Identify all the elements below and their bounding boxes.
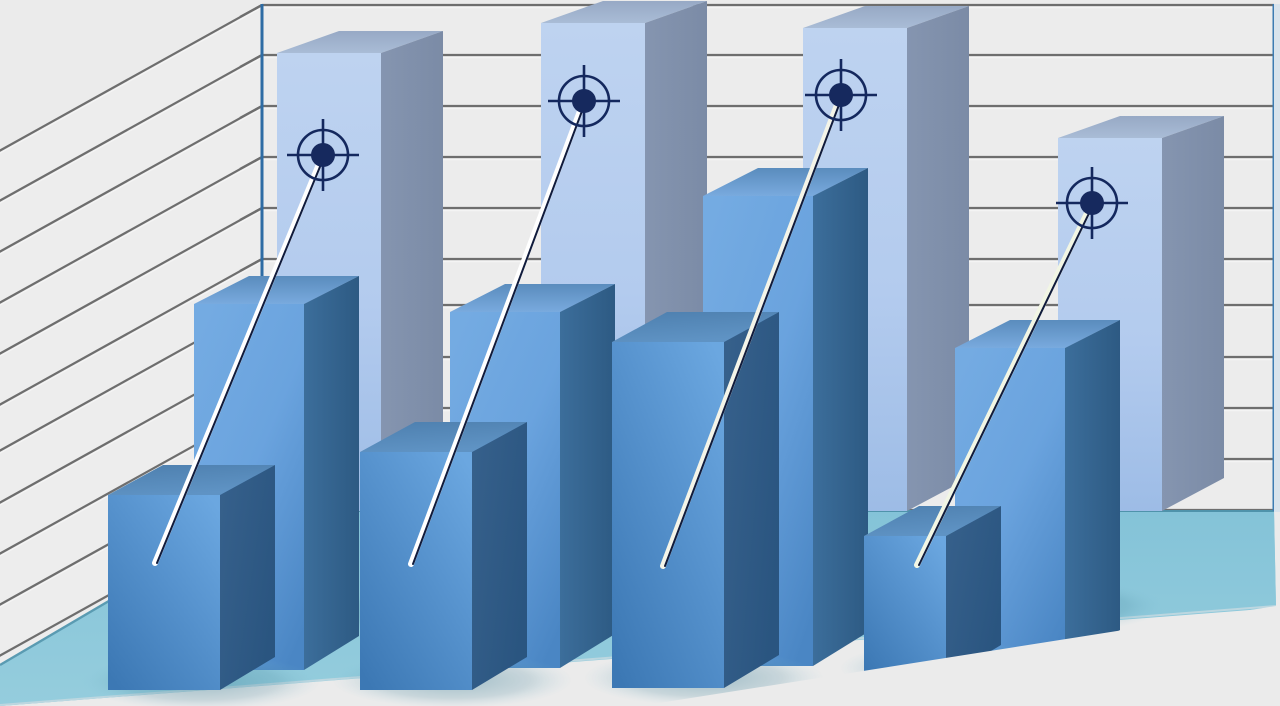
front-bar-2-side (472, 422, 527, 690)
front-bar-2-top (360, 422, 527, 452)
front-bar-1[interactable] (108, 465, 275, 690)
back-bar-4-top (1058, 116, 1224, 138)
mid-bar-4-side (1065, 320, 1120, 664)
front-bar-4-side (946, 506, 1001, 678)
front-bar-2-front (360, 452, 472, 690)
aim-pointer-1-glow (152, 154, 325, 566)
axis-tick-9 (239, 53, 263, 69)
front-bar-1-side (220, 465, 275, 690)
aim-pointer-4-core (918, 204, 1094, 566)
right-wall-strip (1274, 4, 1280, 512)
back-bar-3-side (907, 6, 969, 511)
front-bar-4-top (864, 506, 1001, 536)
target-marker-3[interactable] (805, 59, 877, 131)
target-markers (287, 59, 1128, 239)
front-bar-3-front (612, 342, 724, 688)
mid-bar-4[interactable] (955, 320, 1120, 664)
aim-pointer-3-core (664, 96, 843, 567)
front-bar-3-top (612, 312, 779, 342)
side-diagonal-9 (0, 54, 263, 202)
front-bar-1-front (108, 495, 220, 690)
side-diagonal-7 (0, 156, 263, 304)
target-marker-2-ring (557, 74, 611, 128)
back-bar-1-side (381, 31, 443, 511)
aim-pointer-4-glow (914, 202, 1094, 568)
target-marker-1[interactable] (287, 119, 359, 191)
back-bar-1-top (277, 31, 443, 53)
side-diagonal-10 (0, 4, 263, 152)
target-marker-3-ring (814, 68, 868, 122)
target-marker-4[interactable] (1056, 167, 1128, 239)
target-marker-2[interactable] (548, 65, 620, 137)
aim-pointer-2 (408, 100, 586, 567)
back-bar-2-top (541, 1, 707, 23)
aim-pointer-2-glow (408, 100, 586, 567)
back-bar-3-top (803, 6, 969, 28)
outside-floor-right (640, 606, 1280, 706)
target-marker-2-core (572, 89, 596, 113)
front-bar-3-side (724, 312, 779, 688)
mid-bar-1-side (304, 276, 359, 670)
axis-tick-8 (239, 104, 263, 120)
axis-tick-10 (239, 3, 263, 19)
side-diagonal-6 (0, 207, 263, 355)
aim-pointer-4 (914, 202, 1094, 568)
side-diagonal-8 (0, 105, 263, 253)
target-marker-4-ring (1065, 176, 1119, 230)
mid-bar-2-side (560, 284, 615, 668)
aim-pointer-1-core (156, 156, 325, 564)
aim-pointer-2-core (412, 102, 586, 565)
aim-pointer-1 (152, 154, 325, 566)
aim-pointer-3 (660, 94, 843, 569)
side-diagonal-5 (0, 258, 263, 406)
front-bar-2[interactable] (360, 422, 527, 690)
back-bar-4-side (1162, 116, 1224, 511)
target-marker-3-core (829, 83, 853, 107)
axis-tick-6 (239, 206, 263, 222)
aim-pointer-3-glow (660, 94, 843, 569)
axis-tick-5 (239, 257, 263, 273)
front-bar-3[interactable] (612, 312, 779, 688)
front-row-bars (108, 312, 1001, 690)
mid-bar-3-side (813, 168, 868, 666)
target-marker-4-core (1080, 191, 1104, 215)
front-bar-4-front (864, 536, 946, 678)
aim-pointers (152, 94, 1094, 569)
axis-tick-7 (239, 155, 263, 171)
target-marker-1-core (311, 143, 335, 167)
target-marker-1-ring (296, 128, 350, 182)
front-bar-4[interactable] (864, 506, 1001, 678)
